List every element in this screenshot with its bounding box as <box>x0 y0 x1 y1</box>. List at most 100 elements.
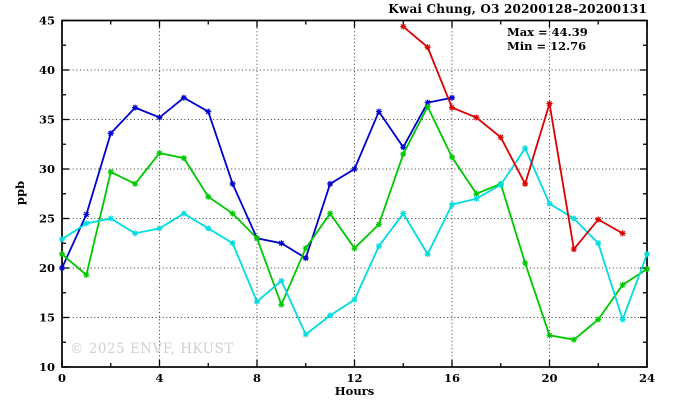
data-point-marker-green <box>449 154 455 161</box>
y-tick-label: 25 <box>39 212 55 226</box>
data-point-marker-green <box>400 151 407 158</box>
data-point-marker-cyan <box>473 195 480 202</box>
y-tick-label: 10 <box>39 360 55 374</box>
data-point-marker-cyan <box>619 316 626 323</box>
series-line-red <box>402 25 624 252</box>
x-tick-label: 8 <box>253 371 261 385</box>
data-point-marker-cyan <box>302 331 309 338</box>
data-point-marker-red <box>400 23 407 30</box>
x-axis-label: Hours <box>334 384 375 398</box>
data-point-marker-cyan <box>497 181 504 188</box>
data-point-marker-green <box>278 301 285 308</box>
y-tick-label: 20 <box>39 261 55 275</box>
data-point-marker-green <box>570 336 577 343</box>
data-point-marker-blue <box>132 104 139 111</box>
data-point-marker-blue <box>400 144 407 151</box>
data-point-marker-blue <box>205 108 212 115</box>
data-point-marker-blue <box>327 180 334 187</box>
data-point-marker-blue <box>83 211 90 218</box>
data-point-marker-red <box>570 246 577 253</box>
data-point-marker-blue <box>180 94 187 101</box>
x-tick-label: 0 <box>58 371 66 385</box>
data-point-marker-cyan <box>522 145 529 152</box>
data-point-marker-cyan <box>327 312 334 319</box>
x-tick-label: 20 <box>541 371 557 385</box>
data-point-marker-red <box>473 114 480 121</box>
watermark-text: © 2025 ENVF, HKUST <box>70 341 234 357</box>
data-point-marker-blue <box>107 130 114 137</box>
data-point-marker-green <box>619 281 626 288</box>
data-point-marker-green <box>546 332 553 339</box>
y-tick-label: 40 <box>39 63 55 77</box>
data-point-marker-green <box>302 245 309 252</box>
y-axis-label: ppb <box>13 180 28 206</box>
y-tick-label: 30 <box>39 162 55 176</box>
data-point-marker-cyan <box>424 251 431 258</box>
data-point-marker-green <box>522 260 529 267</box>
data-point-marker-cyan <box>278 277 285 284</box>
data-point-marker-cyan <box>107 215 114 222</box>
data-point-marker-blue <box>59 265 65 271</box>
data-point-marker-green <box>595 316 602 323</box>
series-line-green <box>61 104 648 341</box>
data-point-marker-red <box>424 44 431 51</box>
data-point-marker-green <box>107 168 114 175</box>
data-point-marker-blue <box>302 255 309 262</box>
min-annotation: Min = 12.76 <box>507 39 587 53</box>
data-point-marker-red <box>449 104 455 111</box>
x-tick-label: 4 <box>155 371 163 385</box>
data-point-marker-cyan <box>83 220 90 227</box>
data-point-marker-green <box>473 190 480 197</box>
data-point-marker-cyan <box>229 240 236 247</box>
data-point-marker-cyan <box>59 236 65 243</box>
data-point-marker-cyan <box>546 200 553 207</box>
x-tick-label: 24 <box>639 371 655 385</box>
data-point-marker-blue <box>449 94 455 101</box>
data-point-marker-cyan <box>449 201 455 208</box>
data-point-marker-blue <box>375 108 382 115</box>
data-point-marker-green <box>180 155 187 162</box>
data-point-marker-cyan <box>644 251 650 258</box>
data-point-marker-blue <box>424 99 431 106</box>
plot-border <box>61 19 648 368</box>
data-point-marker-cyan <box>595 240 602 247</box>
data-point-marker-cyan <box>351 296 358 303</box>
x-tick-label: 16 <box>444 371 460 385</box>
data-point-marker-red <box>522 180 529 187</box>
y-tick-label: 45 <box>39 14 55 28</box>
data-point-marker-green <box>327 210 334 217</box>
data-point-marker-red <box>497 134 504 141</box>
data-point-marker-blue <box>278 240 285 247</box>
data-point-marker-green <box>375 221 382 228</box>
x-tick-label: 12 <box>346 371 362 385</box>
y-tick-label: 15 <box>39 311 55 325</box>
data-point-marker-cyan <box>375 243 382 250</box>
data-point-marker-cyan <box>205 225 212 232</box>
data-point-marker-cyan <box>156 225 163 232</box>
data-point-marker-green <box>229 210 236 217</box>
data-point-marker-cyan <box>132 230 139 237</box>
chart-title: Kwai Chung, O3 20200128–20200131 <box>388 2 647 16</box>
data-point-marker-cyan <box>180 210 187 217</box>
data-point-marker-cyan <box>254 298 260 305</box>
data-point-marker-green <box>132 180 139 187</box>
max-min-annotation: Max = 44.39 Min = 12.76 <box>507 25 588 53</box>
data-point-marker-green <box>424 103 431 110</box>
data-point-marker-red <box>546 100 553 107</box>
data-point-marker-blue <box>351 166 358 172</box>
data-point-marker-green <box>83 271 90 278</box>
data-point-marker-green <box>254 235 260 242</box>
data-point-marker-green <box>156 150 163 157</box>
data-point-marker-cyan <box>570 215 577 222</box>
data-point-marker-green <box>59 251 65 258</box>
data-point-marker-green <box>644 265 650 272</box>
y-tick-label: 35 <box>39 113 55 127</box>
data-point-marker-red <box>595 216 602 223</box>
data-point-marker-green <box>205 193 212 200</box>
data-point-marker-green <box>351 245 358 252</box>
data-point-marker-blue <box>156 114 163 121</box>
data-point-marker-red <box>619 230 626 237</box>
data-point-marker-cyan <box>400 210 407 217</box>
